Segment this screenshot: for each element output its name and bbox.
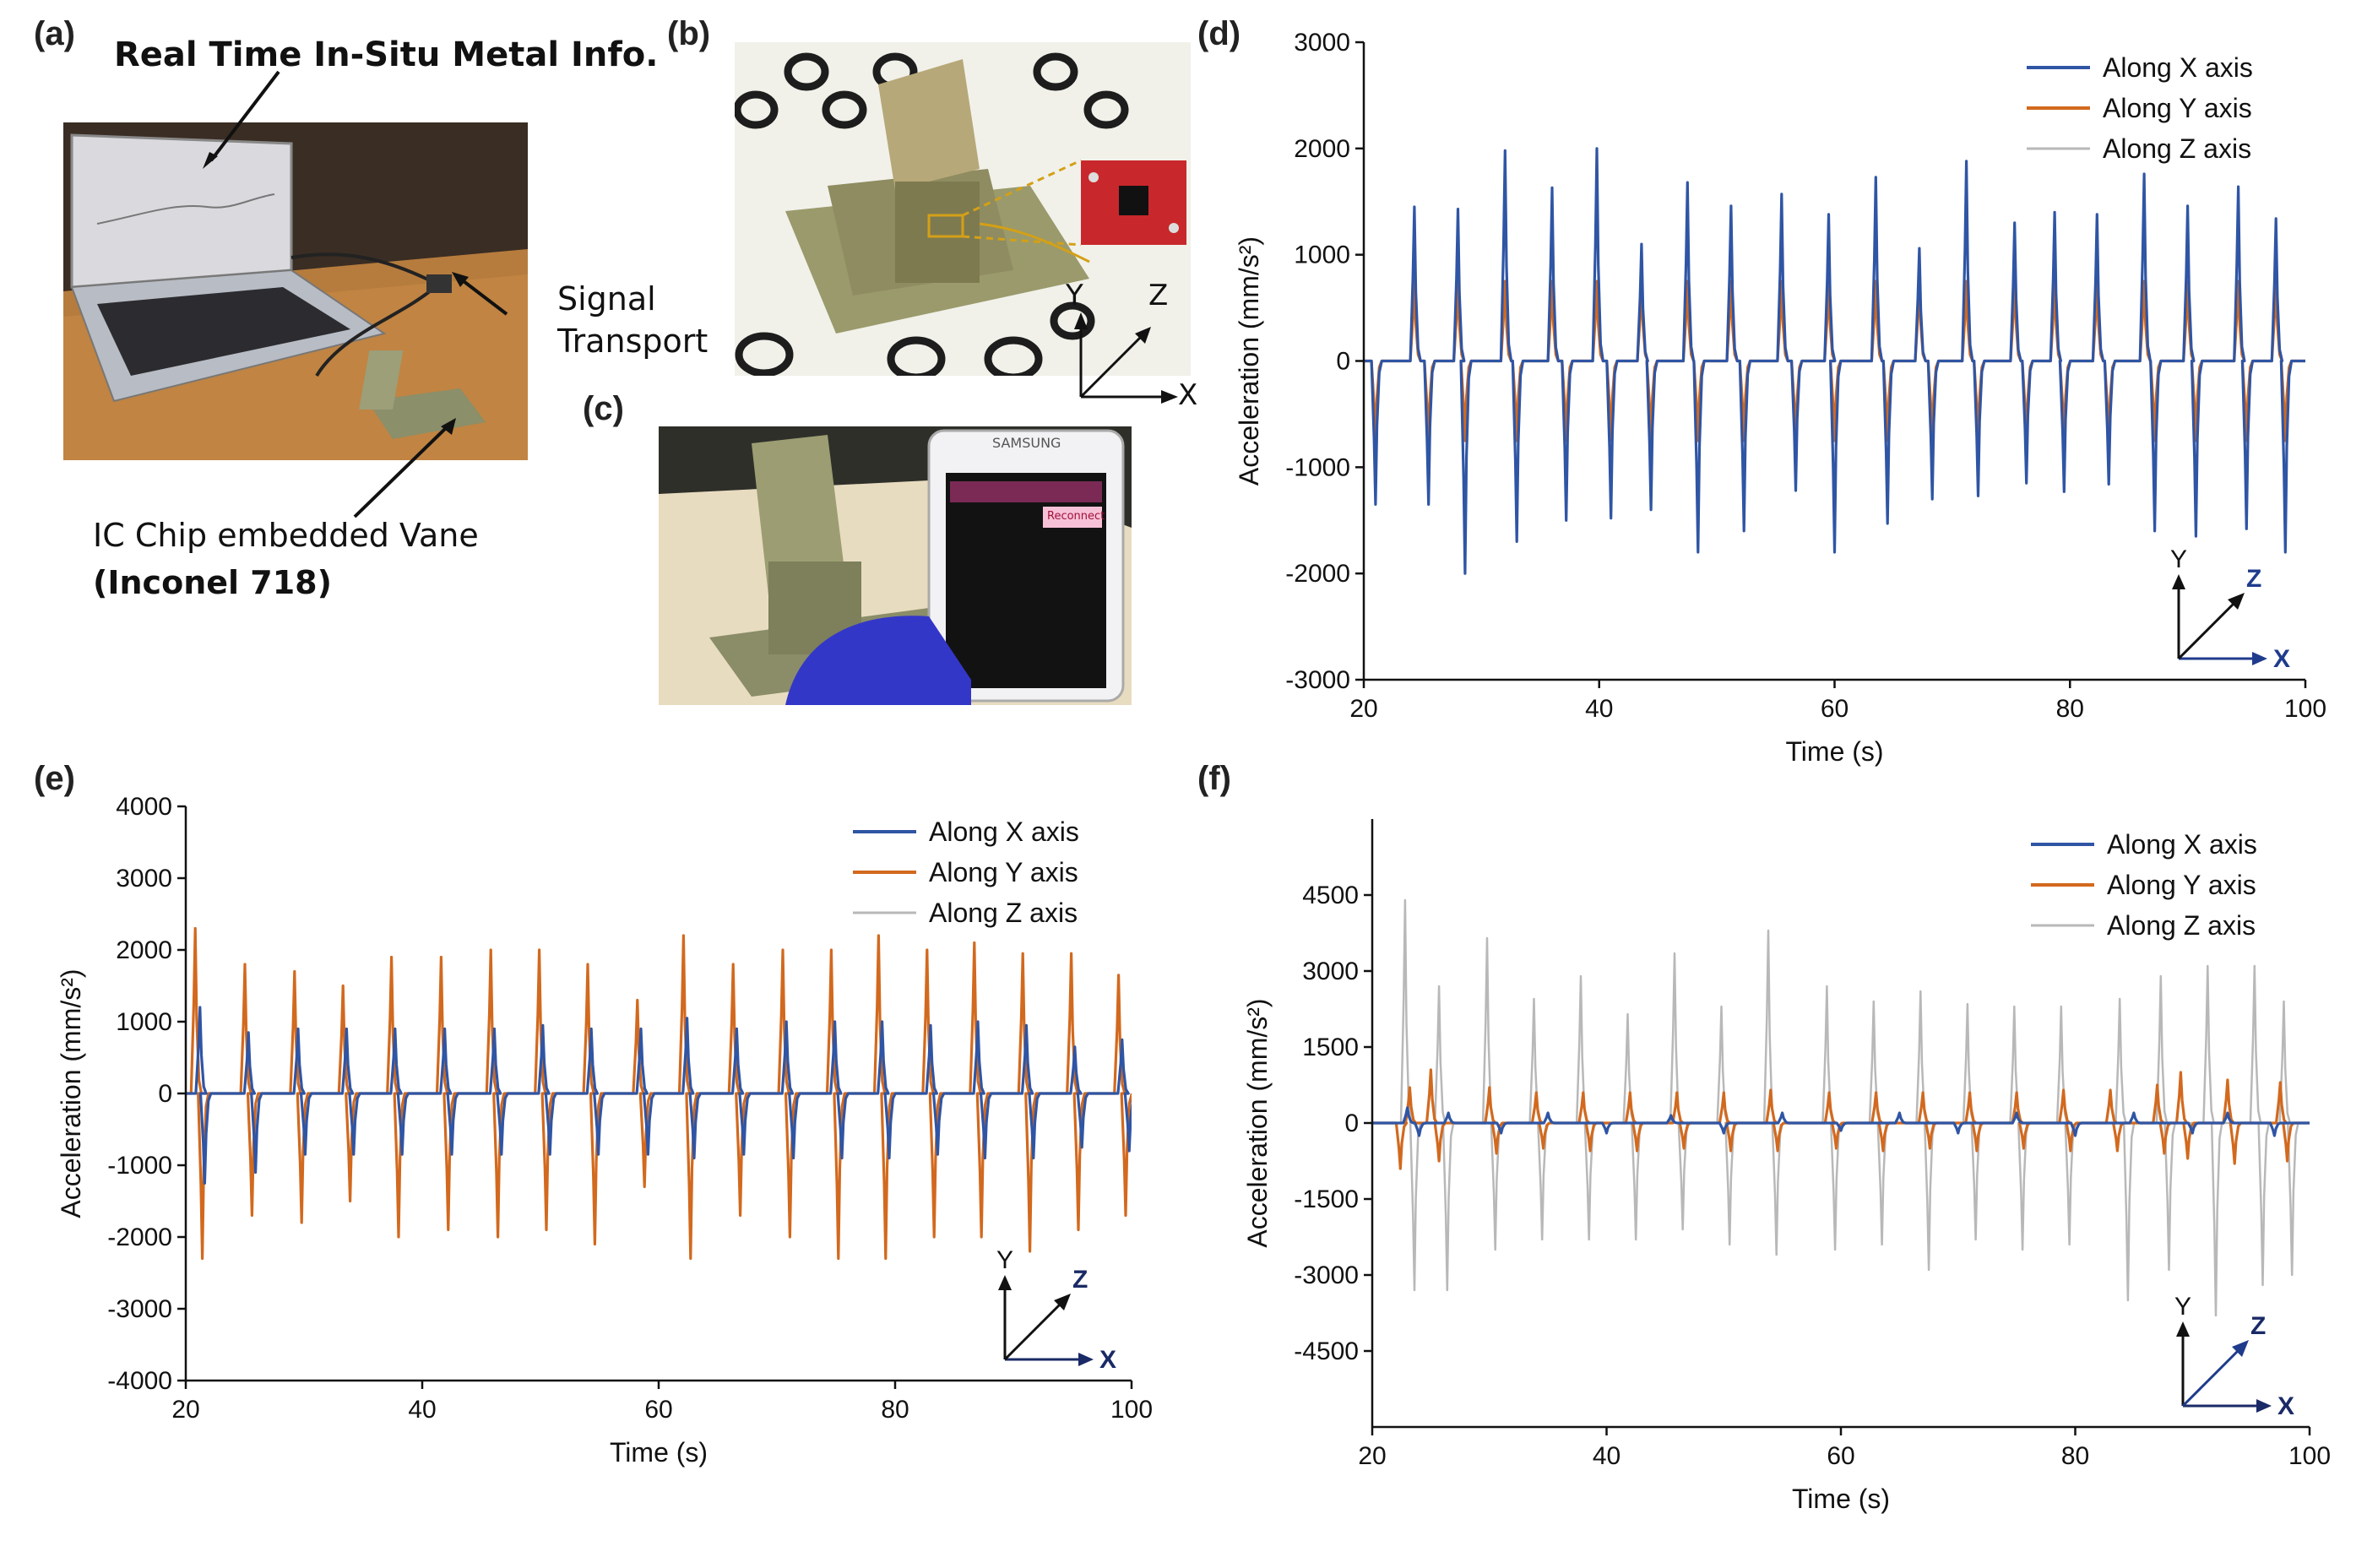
photo-phone-readout — [659, 426, 1132, 705]
y-axis-label: Acceleration (mm/s²) — [1234, 236, 1264, 486]
panel-letter-c: (c) — [583, 390, 624, 427]
y-tick-label: -1000 — [107, 1152, 172, 1180]
x-axis-label: Time (s) — [610, 1437, 708, 1468]
legend-label: Along Y axis — [2107, 870, 2256, 900]
axis-icon-z-label: Z — [1072, 1266, 1088, 1294]
chart-e: -4000 -3000 -2000 -1000 0 1000 2000 3000 4000 20 4… — [56, 793, 1153, 1468]
axis-label-b-z: Z — [1148, 279, 1169, 312]
y-tick-label: 0 — [158, 1080, 172, 1108]
x-tick-label: 60 — [1827, 1442, 1854, 1470]
y-tick-label: 2000 — [1294, 135, 1350, 163]
x-tick-label: 100 — [1110, 1396, 1153, 1424]
axis-icon-y-label: Y — [996, 1246, 1013, 1274]
legend-label: Along X axis — [929, 817, 1079, 847]
plot-area — [186, 926, 1132, 1261]
y-tick-label: 0 — [1336, 348, 1350, 376]
y-tick-label: -4000 — [107, 1367, 172, 1395]
x-tick-label: 40 — [1585, 695, 1613, 723]
y-axis-label: Acceleration (mm/s²) — [56, 968, 86, 1218]
x-tick-label: 80 — [881, 1396, 909, 1424]
y-tick-label: 4500 — [1302, 882, 1359, 909]
chart-d: -3000 -2000 -1000 0 1000 2000 3000 20 40 60 80 100 T… — [1234, 29, 2326, 767]
y-tick-label: 3000 — [116, 865, 172, 893]
x-tick-label: 80 — [2061, 1442, 2089, 1470]
y-tick-label: 1000 — [1294, 241, 1350, 269]
y-tick-label: 1000 — [116, 1008, 172, 1036]
y-axis-label: Acceleration (mm/s²) — [1242, 998, 1273, 1247]
legend-label: Along Z axis — [2107, 910, 2256, 941]
axis-icon-y-label: Y — [2174, 1293, 2191, 1321]
x-tick-label: 80 — [2056, 695, 2084, 723]
axis-icon-b — [1074, 312, 1178, 404]
axis-icon-z-label: Z — [2250, 1312, 2266, 1340]
series-line-along-x-axis — [186, 1006, 1132, 1185]
legend-label: Along Z axis — [2103, 133, 2251, 164]
axis-icon-x-label: X — [2273, 645, 2290, 673]
axis-icon-z-arrow — [1003, 1299, 1066, 1361]
photo-laptop-setup — [63, 122, 528, 460]
legend-label: Along X axis — [2103, 52, 2253, 83]
panel-letter-e: (e) — [34, 760, 75, 797]
y-tick-label: -3000 — [1285, 666, 1350, 694]
legend-label: Along Y axis — [2103, 93, 2252, 123]
y-tick-label: 0 — [1344, 1110, 1359, 1137]
y-tick-label: -3000 — [107, 1295, 172, 1323]
annotation-transport: Transport — [557, 323, 708, 360]
x-tick-label: 60 — [1821, 695, 1849, 723]
plot-area — [1364, 147, 2305, 575]
phone-brand: SAMSUNG — [992, 435, 1061, 451]
y-tick-label: -4500 — [1294, 1337, 1359, 1365]
x-tick-label: 20 — [171, 1396, 199, 1424]
annotation-realtime-info: Real Time In-Situ Metal Info. — [114, 35, 659, 74]
annotation-signal: Signal — [557, 280, 656, 317]
series-line-along-y-axis — [1372, 1068, 2310, 1170]
axis-icon-z-arrow — [2181, 1345, 2244, 1408]
axis-label-b-y: Y — [1066, 279, 1083, 312]
annotation-material: (Inconel 718) — [93, 564, 332, 601]
panel-letter-b: (b) — [667, 15, 711, 52]
axis-icon-z-label: Z — [2246, 565, 2261, 593]
y-tick-label: -3000 — [1294, 1261, 1359, 1289]
legend-label: Along X axis — [2107, 829, 2257, 860]
y-tick-label: 2000 — [116, 936, 172, 964]
phone-reconnect-button: Reconnect — [1047, 510, 1105, 523]
axis-label-b-x: X — [1178, 378, 1198, 412]
axis-icon-z-arrow — [2177, 598, 2239, 660]
axis-icon-x-label: X — [2277, 1392, 2294, 1420]
x-tick-label: 60 — [644, 1396, 672, 1424]
y-tick-label: 3000 — [1302, 958, 1359, 985]
chart-f: -4500 -3000 -1500 0 1500 3000 4500 20 40 60 80 100 T… — [1242, 819, 2331, 1514]
y-tick-label: -2000 — [1285, 560, 1350, 588]
x-tick-label: 40 — [408, 1396, 436, 1424]
panel-letter-d: (d) — [1197, 15, 1241, 52]
panel-letter-f: (f) — [1197, 760, 1231, 797]
x-tick-label: 40 — [1593, 1442, 1621, 1470]
x-axis-label: Time (s) — [1785, 736, 1883, 767]
x-tick-label: 20 — [1349, 695, 1377, 723]
x-tick-label: 100 — [2288, 1442, 2331, 1470]
axis-icon-x-label: X — [1099, 1346, 1116, 1374]
plot-area — [1372, 898, 2310, 1317]
y-tick-label: -1000 — [1285, 453, 1350, 481]
y-tick-label: 4000 — [116, 793, 172, 821]
sensor-chip-inset — [1081, 160, 1186, 245]
photo-vane-closeup — [735, 42, 1191, 376]
x-tick-label: 100 — [2284, 695, 2326, 723]
y-tick-label: 1500 — [1302, 1034, 1359, 1061]
legend-label: Along Y axis — [929, 857, 1078, 887]
annotation-ic-chip: IC Chip embedded Vane — [93, 517, 479, 554]
y-tick-label: 3000 — [1294, 29, 1350, 57]
series-line-along-z-axis — [1372, 898, 2310, 1317]
x-axis-label: Time (s) — [1792, 1484, 1890, 1514]
y-tick-label: -2000 — [107, 1223, 172, 1251]
panel-letter-a: (a) — [34, 15, 75, 52]
series-line-along-x-axis — [1364, 147, 2305, 575]
series-line-along-x-axis — [1372, 1106, 2310, 1137]
legend-label: Along Z axis — [929, 898, 1078, 928]
axis-icon-y-label: Y — [2170, 545, 2187, 573]
x-tick-label: 20 — [1358, 1442, 1386, 1470]
y-tick-label: -1500 — [1294, 1185, 1359, 1213]
